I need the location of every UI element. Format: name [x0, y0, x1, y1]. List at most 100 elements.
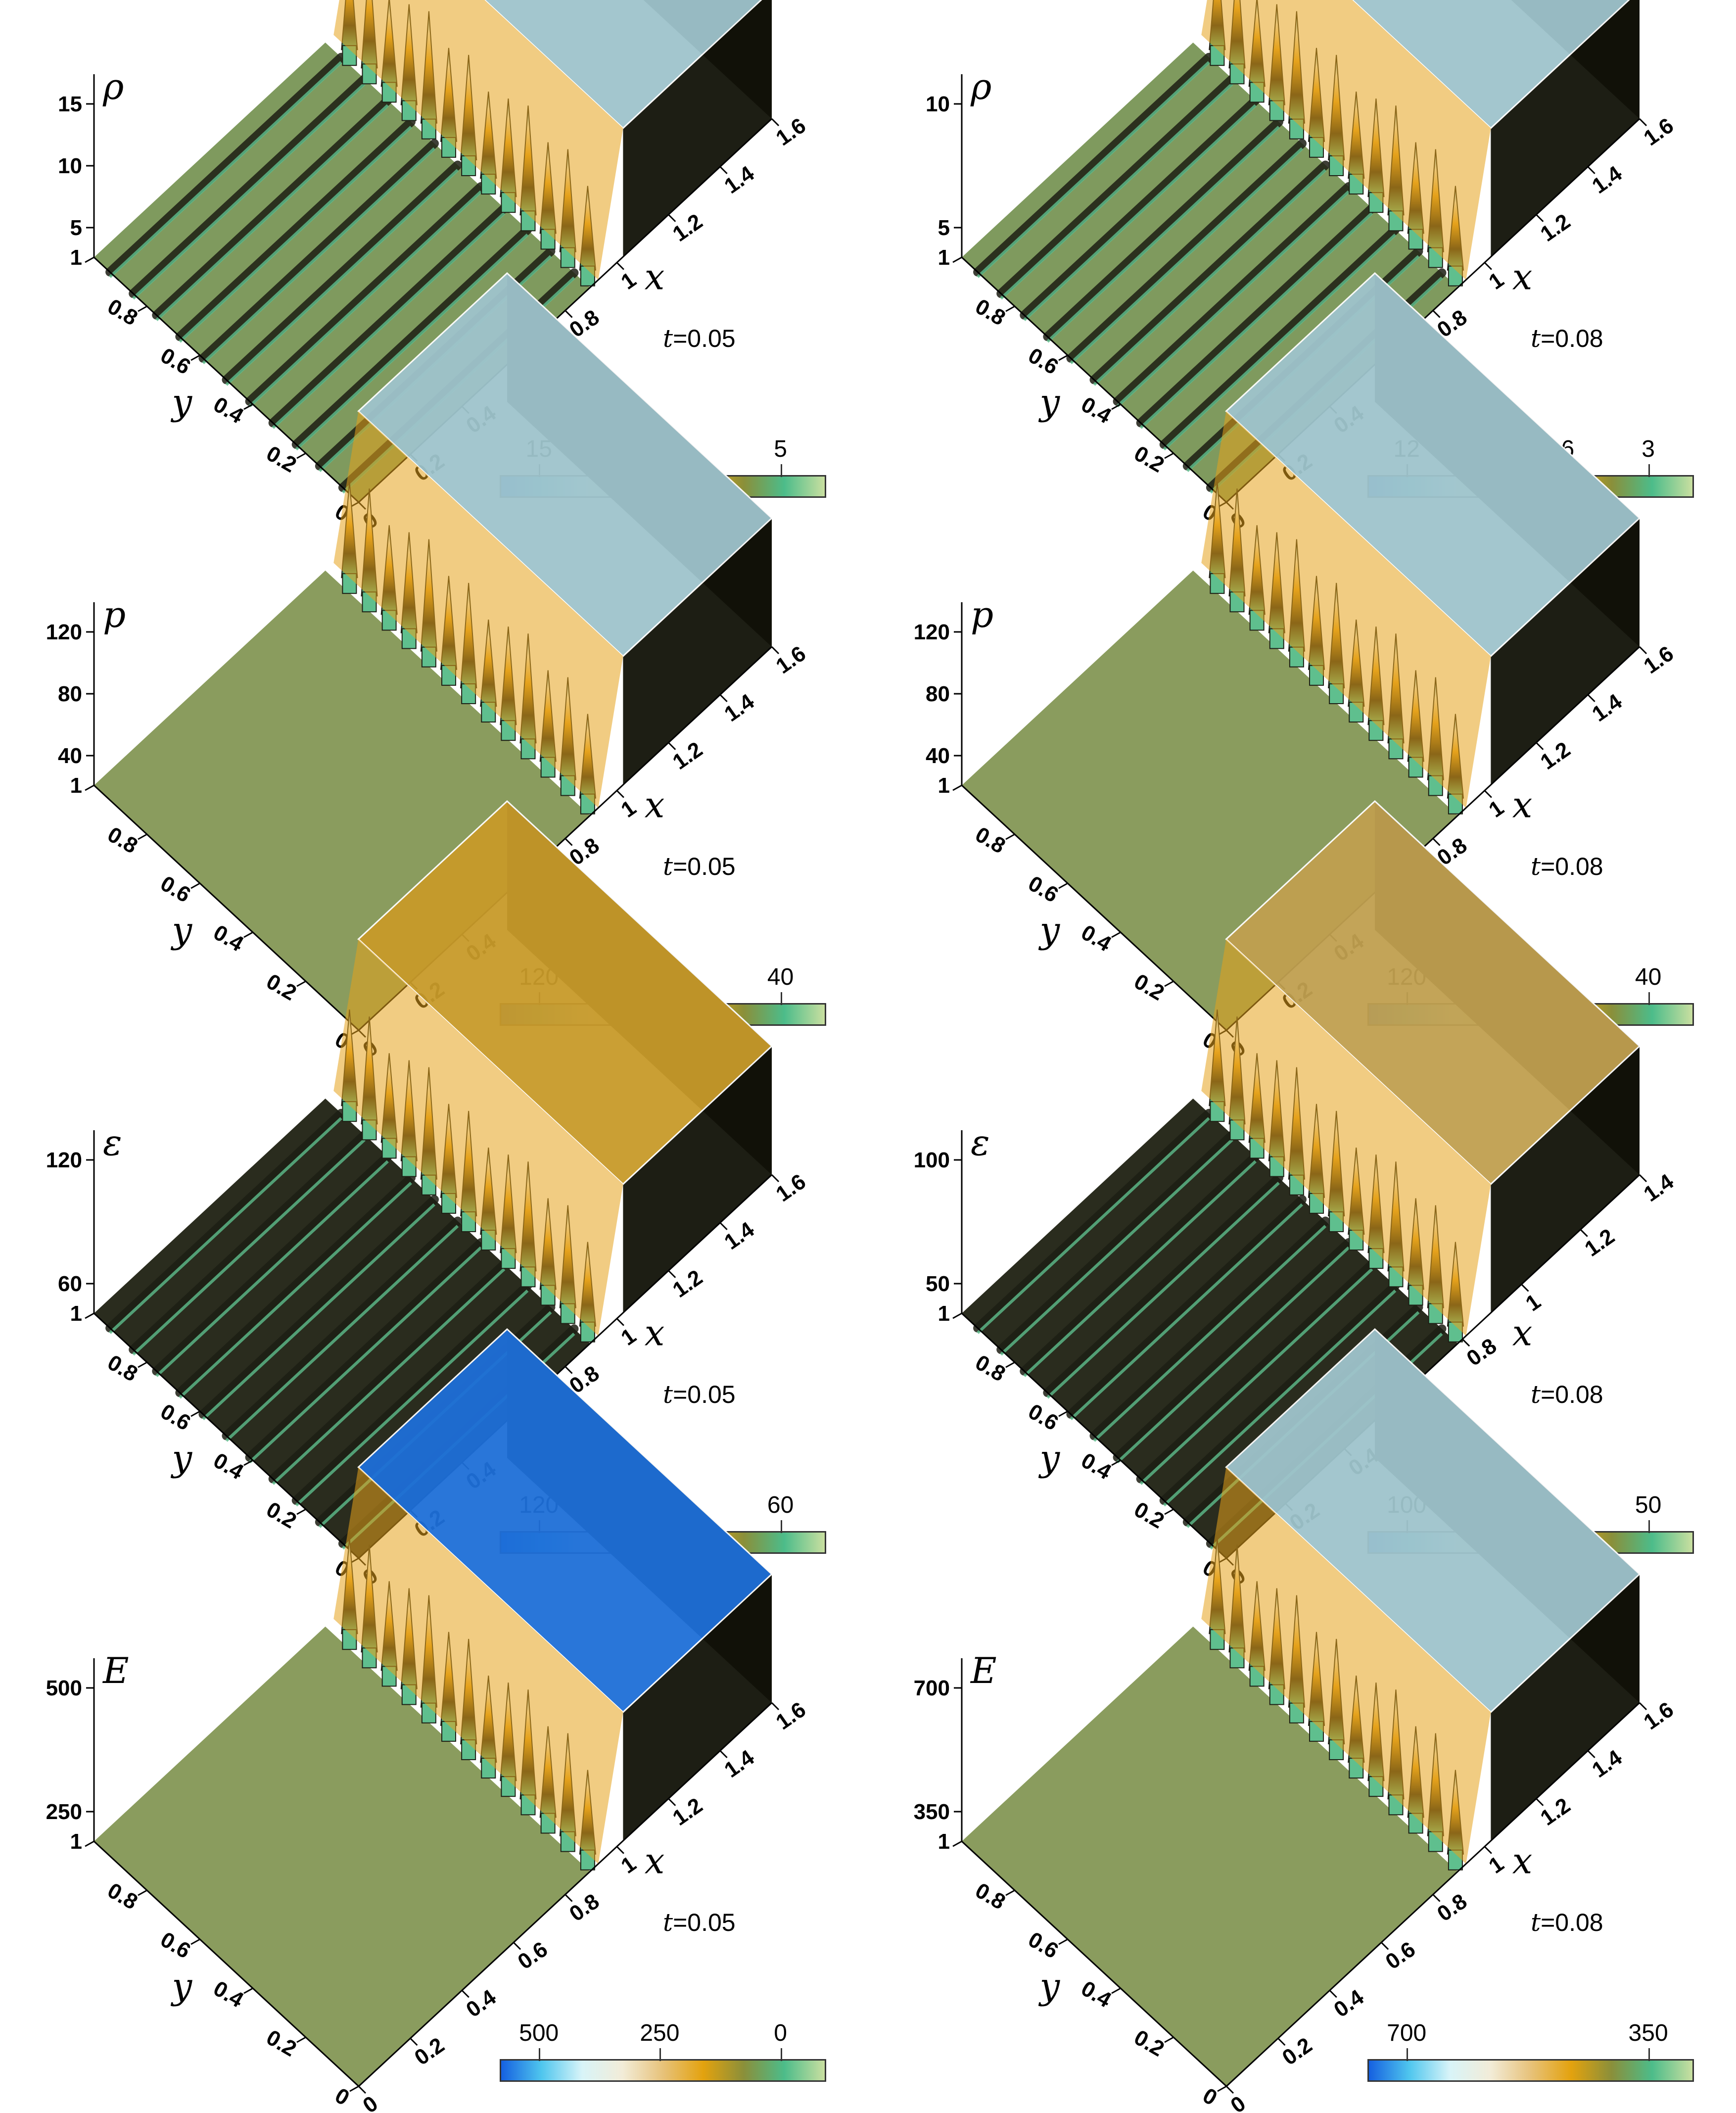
- y-tick-label: 0.4: [1077, 392, 1116, 429]
- x-tick-label: 1: [617, 796, 641, 822]
- ripple-highlight: [225, 1225, 459, 1442]
- panel-p-t008: 12080401p0.80.60.40.20y00.20.40.60.811.2…: [868, 272, 1736, 1062]
- y-tick-label: 0.8: [103, 294, 141, 331]
- x-tick-label: 0.8: [565, 1889, 604, 1926]
- surface-plot-p-t005: 12080401p0.80.60.40.20y00.20.40.60.811.2…: [46, 272, 810, 1062]
- y-tick: [190, 354, 200, 361]
- ripple-highlight: [1116, 1246, 1350, 1464]
- x-axis-title: x: [645, 1840, 665, 1882]
- ripple-ridge: [1089, 1216, 1330, 1441]
- z-axis-min-label: 1: [70, 773, 82, 798]
- y-tick-label: 0.2: [1130, 2025, 1168, 2062]
- y-tick-label: 0.4: [1077, 1976, 1116, 2013]
- ripple-ridge: [245, 182, 486, 406]
- ripple-ridge: [1113, 182, 1354, 406]
- y-tick: [1058, 882, 1068, 889]
- ripple-ridge: [1066, 1195, 1307, 1419]
- y-axis-title: y: [171, 910, 193, 951]
- time-symbol: t: [663, 852, 673, 881]
- time-value: =0.05: [673, 1909, 736, 1936]
- y-tick: [1164, 452, 1174, 459]
- ripple-highlight: [202, 147, 436, 365]
- x-tick: [1484, 1846, 1492, 1854]
- floor-plane: [94, 1627, 590, 2086]
- x-tick: [564, 310, 573, 318]
- x-axis-title: x: [1512, 1840, 1533, 1882]
- z-axis-min-label: 1: [938, 245, 950, 270]
- x-tick: [1432, 1894, 1441, 1902]
- ripple-highlight: [248, 1246, 482, 1464]
- y-tick: [1111, 403, 1121, 410]
- ripple-highlight: [977, 61, 1210, 278]
- z-axis-min-label: 1: [938, 773, 950, 798]
- x-tick: [771, 1702, 780, 1711]
- z-axis-title: ε: [103, 1122, 122, 1163]
- y-tick-label: 0.2: [1130, 969, 1168, 1006]
- z-axis-title: E: [102, 1650, 129, 1691]
- z-tick-label: 5: [938, 216, 950, 240]
- z-tick-label: 100: [914, 1148, 950, 1172]
- time-label: t=0.05: [663, 852, 736, 881]
- ripple-highlight: [977, 1117, 1210, 1334]
- y-tick: [190, 1410, 200, 1417]
- ripple-highlight: [1139, 212, 1373, 429]
- y-tick: [1005, 833, 1015, 840]
- ripple-highlight: [132, 1139, 366, 1356]
- y-tick: [1005, 305, 1015, 312]
- y-tick: [296, 452, 306, 459]
- x-tick: [771, 646, 780, 655]
- ripple-highlight: [202, 1203, 436, 1421]
- ripple-highlight: [1070, 147, 1304, 365]
- y-tick: [190, 1938, 200, 1945]
- y-tick-label: 0.2: [262, 2025, 300, 2062]
- x-tick: [461, 1990, 469, 1998]
- ripple-ridge: [1043, 1173, 1283, 1397]
- time-symbol: t: [1531, 852, 1541, 881]
- z-axis-min-label: 1: [70, 1829, 82, 1854]
- x-tick-label: 1.6: [772, 1697, 810, 1734]
- y-tick-label: 0.8: [103, 1350, 141, 1387]
- y-tick: [243, 1459, 253, 1466]
- ripple-highlight: [1023, 104, 1257, 322]
- colorbar-label: 5: [774, 436, 787, 462]
- y-tick-label: 0.6: [1024, 1399, 1062, 1436]
- y-tick: [1111, 931, 1121, 938]
- ripple-highlight: [1000, 1139, 1233, 1356]
- z-axis-title: E: [970, 1650, 997, 1691]
- y-axis-line: [961, 1312, 1227, 1559]
- x-tick: [1432, 838, 1441, 846]
- time-label: t=0.08: [1531, 852, 1603, 881]
- y-axis-title: y: [171, 1966, 193, 2007]
- x-tick: [719, 694, 728, 702]
- ripple-ridge: [291, 225, 532, 449]
- colorbar-label: 0: [774, 2020, 787, 2046]
- x-tick: [1587, 166, 1595, 174]
- time-value: =0.08: [1541, 1909, 1603, 1936]
- x-tick-label: 0: [359, 2091, 382, 2113]
- ripple-ridge: [1159, 225, 1400, 449]
- y-tick: [1005, 1361, 1015, 1368]
- y-tick: [296, 1508, 306, 1515]
- ripple-ridge: [1159, 1281, 1400, 1505]
- y-tick: [1111, 1987, 1121, 1994]
- z-tick-label: 10: [58, 154, 82, 178]
- ripple-ridge: [129, 1130, 369, 1354]
- ripple-ridge: [222, 160, 463, 384]
- colorbar-tick: [1648, 464, 1650, 477]
- plateau-top: [1351, 0, 1630, 130]
- x-tick: [719, 166, 728, 174]
- z-tick-label: 15: [58, 92, 82, 116]
- x-tick-label: 1: [617, 1324, 641, 1350]
- ramp-surface: [1201, 411, 1491, 808]
- x-tick-label: 1: [1485, 268, 1508, 294]
- panel-E-t008: 700 350 1 E 0.8 0.6 0.4 0.2 0 y 0 0.2 0.4 0.6 0.8 1 1.2 1…: [868, 1328, 1736, 2113]
- ripple-highlight: [1046, 1182, 1280, 1399]
- y-tick-label: 0.8: [971, 822, 1009, 859]
- x-tick-label: 0.6: [1381, 1937, 1420, 1974]
- ripple-ridge: [198, 1195, 439, 1419]
- plateau-top: [1225, 272, 1641, 658]
- colorbar-label: 50: [1635, 1492, 1662, 1518]
- x-tick: [668, 214, 676, 222]
- z-axis-title: p: [971, 594, 993, 635]
- plateau-top: [483, 0, 762, 130]
